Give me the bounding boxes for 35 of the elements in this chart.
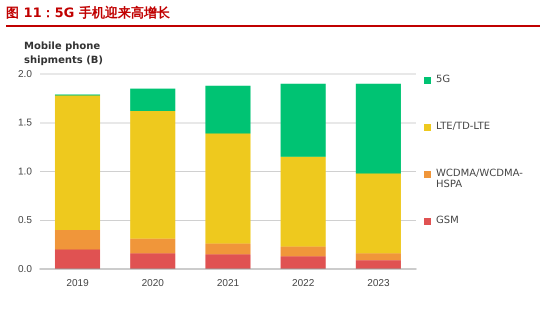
bar [356, 173, 401, 254]
bar [280, 84, 326, 157]
bar [130, 238, 176, 254]
bar [280, 156, 326, 247]
legend-label: GSM [436, 215, 459, 226]
bar [205, 133, 251, 244]
y-tick-label: 0.5 [18, 215, 32, 226]
x-tick-label: 2023 [367, 278, 390, 289]
bar [130, 88, 176, 112]
bar [54, 230, 100, 250]
bar [205, 244, 251, 254]
bar [280, 256, 326, 268]
y-tick-label: 1.0 [18, 166, 32, 178]
text: WCDMA/WCDMA-HSPA [436, 168, 523, 190]
bar [205, 86, 251, 134]
x-tick-label: 2020 [142, 278, 164, 289]
bar [205, 254, 251, 268]
bar [130, 253, 176, 268]
bar [356, 253, 401, 260]
x-tick-label: 2021 [216, 278, 240, 289]
chart-title: 图 11：5G 手机迎来高增长 [6, 4, 540, 27]
bar [280, 246, 326, 256]
x-tick-label: 2022 [292, 278, 315, 289]
bar [130, 111, 176, 239]
y-tick-label: 2.0 [18, 68, 32, 80]
bar [54, 250, 100, 268]
x-tick-label: 2019 [66, 278, 90, 289]
legend-label: 5G [436, 74, 450, 85]
y-tick-label: 0.0 [18, 264, 32, 275]
bar [356, 84, 401, 174]
legend-label: LTE/TD-LTE [436, 121, 490, 132]
y-axis-title: Mobile phone shipments (B) [24, 40, 104, 68]
bar [356, 260, 401, 268]
y-tick-label: 1.5 [18, 118, 32, 128]
bar [54, 95, 100, 230]
